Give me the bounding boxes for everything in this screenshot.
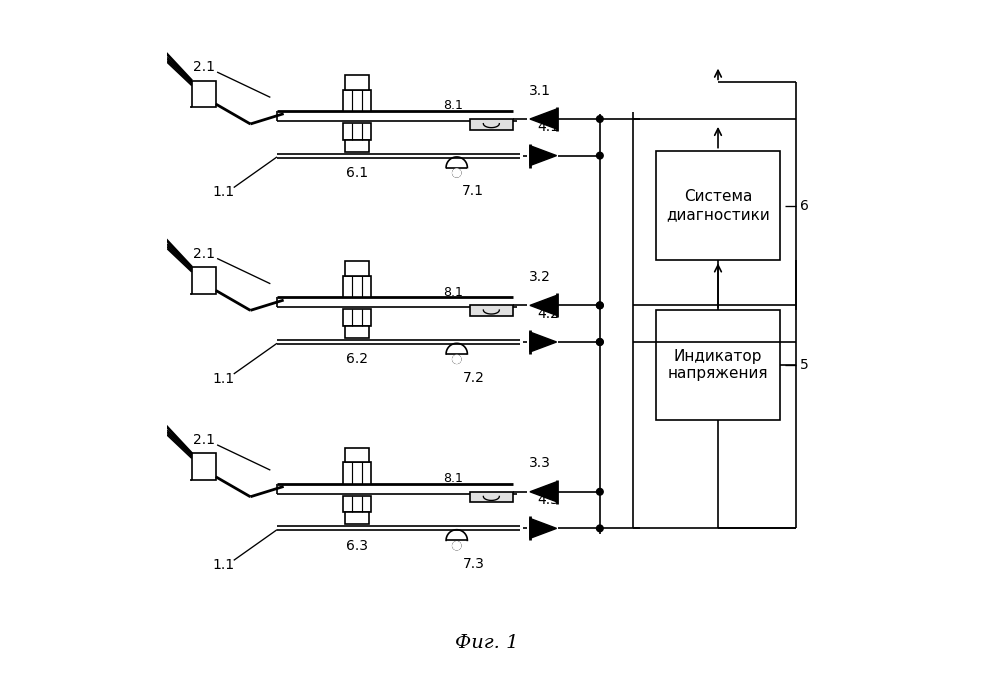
Bar [345, 512, 369, 524]
Text: 2.1: 2.1 [193, 247, 215, 261]
Text: 7.2: 7.2 [462, 371, 484, 385]
Bar [343, 90, 371, 111]
Circle shape [453, 355, 461, 363]
Text: 3.2: 3.2 [529, 270, 551, 284]
Text: 7.3: 7.3 [462, 557, 484, 571]
Bar [345, 140, 369, 152]
Bar [656, 310, 780, 420]
Text: 2.1: 2.1 [193, 433, 215, 447]
Text: 8.1: 8.1 [444, 472, 463, 485]
Text: Индикатор
напряжения: Индикатор напряжения [668, 349, 768, 381]
Bar [470, 119, 513, 129]
Text: Система
диагностики: Система диагностики [666, 189, 770, 222]
Text: Фиг. 1: Фиг. 1 [455, 634, 518, 652]
Bar [345, 262, 369, 276]
Bar [343, 276, 371, 297]
Circle shape [453, 169, 461, 177]
Polygon shape [530, 146, 557, 166]
Polygon shape [530, 295, 557, 315]
Bar [470, 305, 513, 316]
Bar [656, 150, 780, 260]
Circle shape [597, 302, 603, 309]
Circle shape [453, 542, 461, 550]
Polygon shape [530, 518, 557, 539]
Circle shape [597, 302, 603, 309]
Text: 3.1: 3.1 [529, 84, 551, 98]
Bar [343, 462, 371, 484]
Text: 5: 5 [800, 359, 808, 372]
Text: 2.1: 2.1 [193, 61, 215, 74]
Polygon shape [530, 109, 557, 129]
Circle shape [597, 338, 603, 345]
Bar [470, 492, 513, 502]
Bar [345, 326, 369, 338]
Bar [192, 81, 216, 107]
Text: 8.1: 8.1 [444, 99, 463, 112]
Text: 4.2: 4.2 [538, 307, 560, 321]
Text: 4.3: 4.3 [538, 493, 560, 507]
Text: 6.1: 6.1 [346, 166, 368, 180]
Bar [345, 448, 369, 462]
Polygon shape [530, 332, 557, 352]
Circle shape [597, 338, 603, 345]
Circle shape [597, 525, 603, 532]
Bar [343, 123, 371, 140]
Text: 6.2: 6.2 [346, 353, 368, 366]
Text: 1.1: 1.1 [213, 185, 235, 200]
Text: 8.1: 8.1 [444, 286, 463, 299]
Bar [192, 267, 216, 294]
Text: 4.1: 4.1 [538, 120, 560, 134]
Bar [343, 309, 371, 326]
Text: 6.3: 6.3 [346, 539, 368, 553]
Bar [345, 75, 369, 90]
Circle shape [597, 489, 603, 495]
Text: 1.1: 1.1 [213, 371, 235, 386]
Circle shape [597, 116, 603, 122]
Text: 3.3: 3.3 [529, 456, 551, 470]
Text: 1.1: 1.1 [213, 558, 235, 572]
Circle shape [597, 152, 603, 159]
Text: 7.1: 7.1 [462, 184, 484, 198]
Polygon shape [530, 482, 557, 501]
Text: 6: 6 [800, 199, 808, 212]
Bar [192, 454, 216, 480]
Bar [343, 496, 371, 512]
